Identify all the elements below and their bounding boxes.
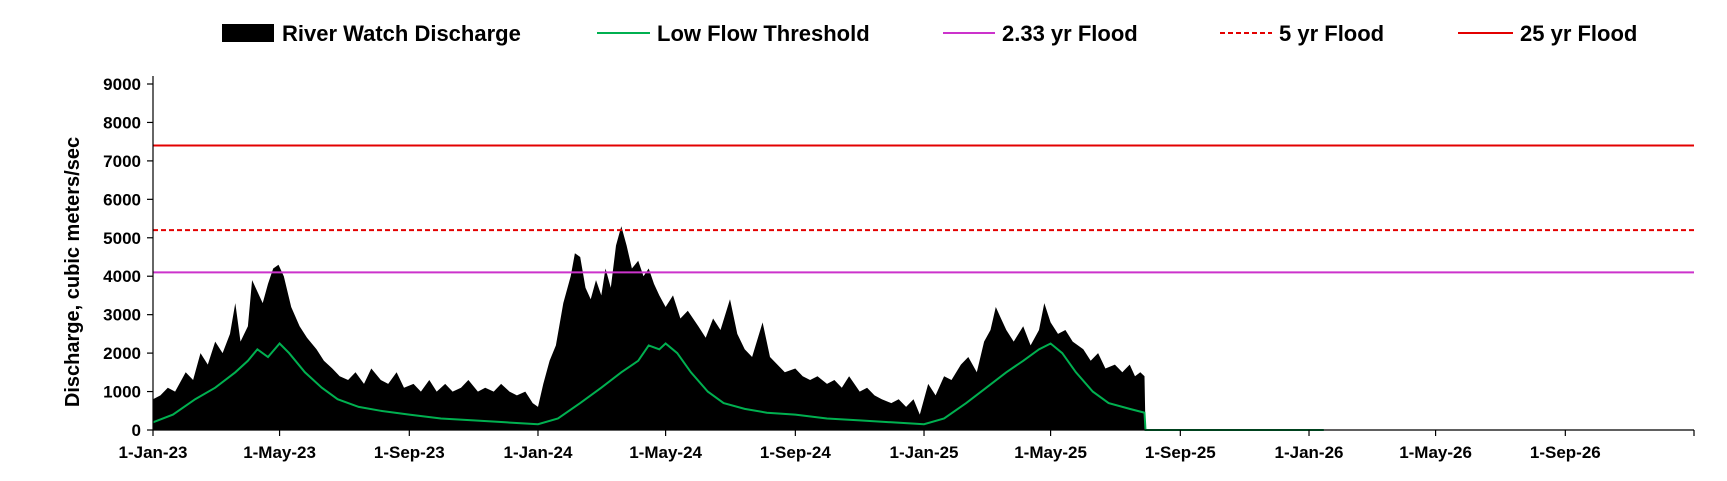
x-ticks: 1-Jan-23 1-May-23 1-Sep-23 1-Jan-24 1-May-24… xyxy=(119,430,1695,462)
x-tick-label: 1-Sep-26 xyxy=(1530,443,1601,462)
y-tick-label: 2000 xyxy=(103,344,141,363)
legend-item-flood-25: 25 yr Flood xyxy=(1458,21,1637,46)
flood-reference-lines xyxy=(153,144,1694,274)
x-tick-label: 1-Jan-24 xyxy=(503,443,573,462)
y-tick-label: 3000 xyxy=(103,306,141,325)
x-tick-label: 1-May-23 xyxy=(243,443,316,462)
plot-area xyxy=(152,144,1694,431)
legend-item-flood-5: 5 yr Flood xyxy=(1220,21,1384,46)
x-tick-label: 1-May-24 xyxy=(629,443,702,462)
legend-label-flood-2-33: 2.33 yr Flood xyxy=(1002,21,1138,46)
legend-label-low-flow: Low Flow Threshold xyxy=(657,21,870,46)
legend: River Watch Discharge Low Flow Threshold… xyxy=(222,21,1637,46)
legend-label-discharge: River Watch Discharge xyxy=(282,21,521,46)
x-tick-label: 1-Sep-25 xyxy=(1145,443,1216,462)
y-tick-label: 6000 xyxy=(103,190,141,209)
legend-label-flood-25: 25 yr Flood xyxy=(1520,21,1637,46)
x-tick-label: 1-May-25 xyxy=(1014,443,1087,462)
x-tick-label: 1-May-26 xyxy=(1399,443,1472,462)
legend-swatch-discharge xyxy=(222,24,274,42)
legend-item-discharge: River Watch Discharge xyxy=(222,21,521,46)
legend-label-flood-5: 5 yr Flood xyxy=(1279,21,1384,46)
y-tick-label: 0 xyxy=(132,421,141,440)
y-ticks: 0 1000 2000 3000 4000 5000 6000 7000 8000 9000 xyxy=(103,75,153,440)
x-tick-label: 1-Sep-24 xyxy=(760,443,831,462)
y-tick-label: 4000 xyxy=(103,267,141,286)
x-tick-label: 1-Jan-26 xyxy=(1275,443,1344,462)
legend-item-flood-2-33: 2.33 yr Flood xyxy=(943,21,1138,46)
y-tick-label: 5000 xyxy=(103,229,141,248)
y-tick-label: 1000 xyxy=(103,383,141,402)
x-tick-label: 1-Jan-23 xyxy=(119,443,188,462)
discharge-area xyxy=(153,226,1146,430)
y-tick-label: 7000 xyxy=(103,152,141,171)
y-tick-label: 9000 xyxy=(103,75,141,94)
legend-item-low-flow: Low Flow Threshold xyxy=(597,21,870,46)
low-flow-line xyxy=(152,342,1324,431)
y-axis-title: Discharge, cubic meters/sec xyxy=(62,137,84,407)
x-tick-label: 1-Sep-23 xyxy=(374,443,445,462)
axes: 0 1000 2000 3000 4000 5000 6000 7000 8000 9000 1-… xyxy=(103,75,1695,462)
x-tick-label: 1-Jan-25 xyxy=(890,443,959,462)
y-tick-label: 8000 xyxy=(103,113,141,132)
